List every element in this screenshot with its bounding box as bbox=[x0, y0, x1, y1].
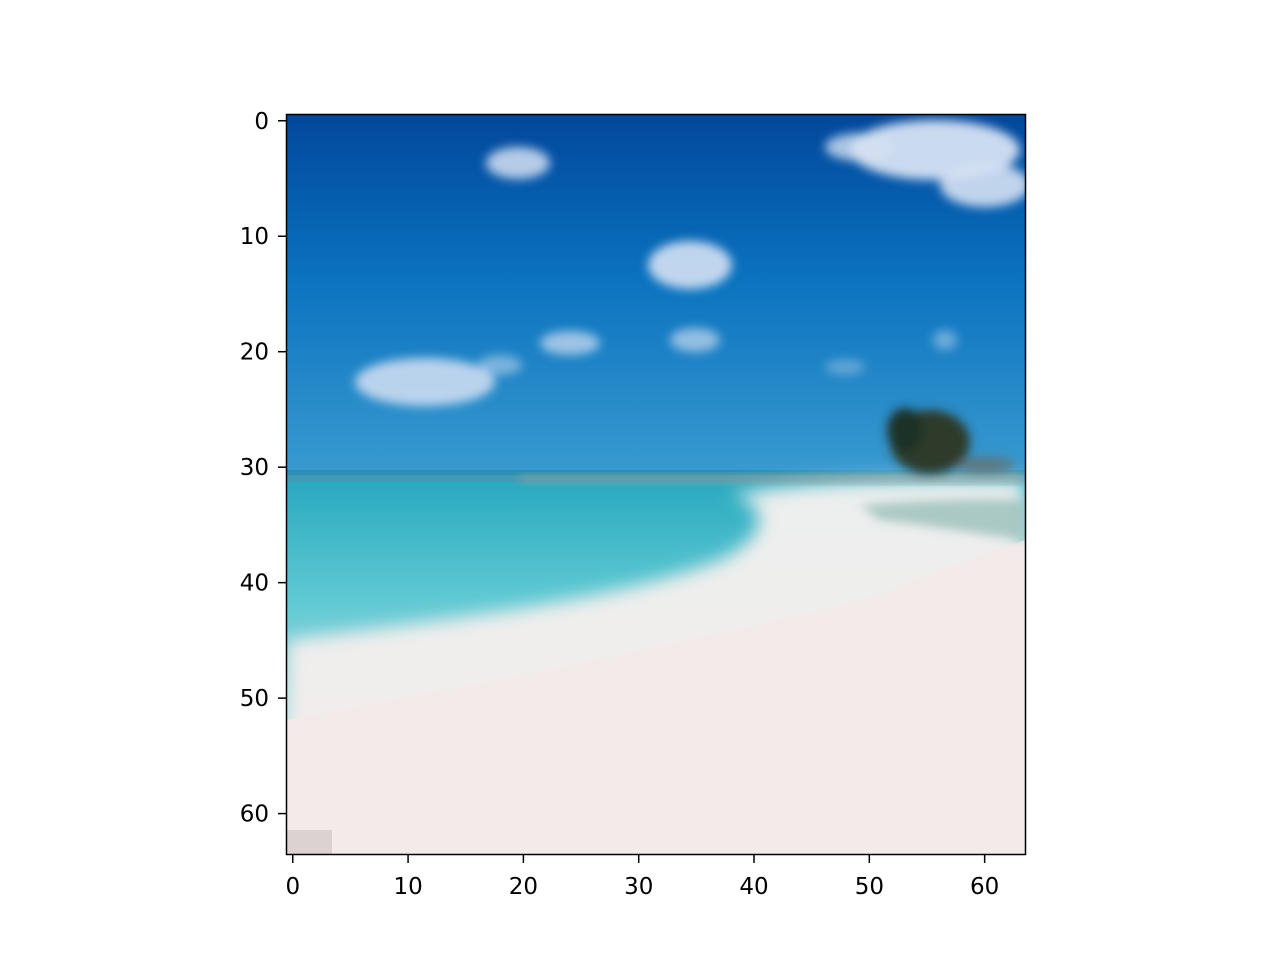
x-tick-label: 20 bbox=[509, 874, 538, 900]
tree bbox=[887, 408, 1015, 474]
y-tick-label: 10 bbox=[240, 224, 269, 250]
x-tick-label: 40 bbox=[739, 874, 768, 900]
y-tick-label: 60 bbox=[240, 802, 269, 828]
y-tick-label: 50 bbox=[240, 686, 269, 712]
clouds bbox=[355, 120, 1025, 406]
y-tick-label: 20 bbox=[240, 340, 269, 366]
x-axis: 0 10 20 30 40 50 60 bbox=[285, 854, 999, 900]
x-tick-label: 60 bbox=[970, 874, 999, 900]
x-tick-label: 10 bbox=[393, 874, 422, 900]
y-tick-label: 0 bbox=[254, 109, 269, 135]
axes-frame bbox=[285, 113, 1027, 856]
x-tick-label: 0 bbox=[285, 874, 300, 900]
x-tick-label: 30 bbox=[624, 874, 653, 900]
beach-photo bbox=[287, 115, 1025, 854]
y-tick-label: 40 bbox=[240, 571, 269, 597]
y-axis: 0 10 20 30 40 50 60 bbox=[240, 109, 287, 828]
y-tick-label: 30 bbox=[240, 455, 269, 481]
x-tick-label: 50 bbox=[855, 874, 884, 900]
